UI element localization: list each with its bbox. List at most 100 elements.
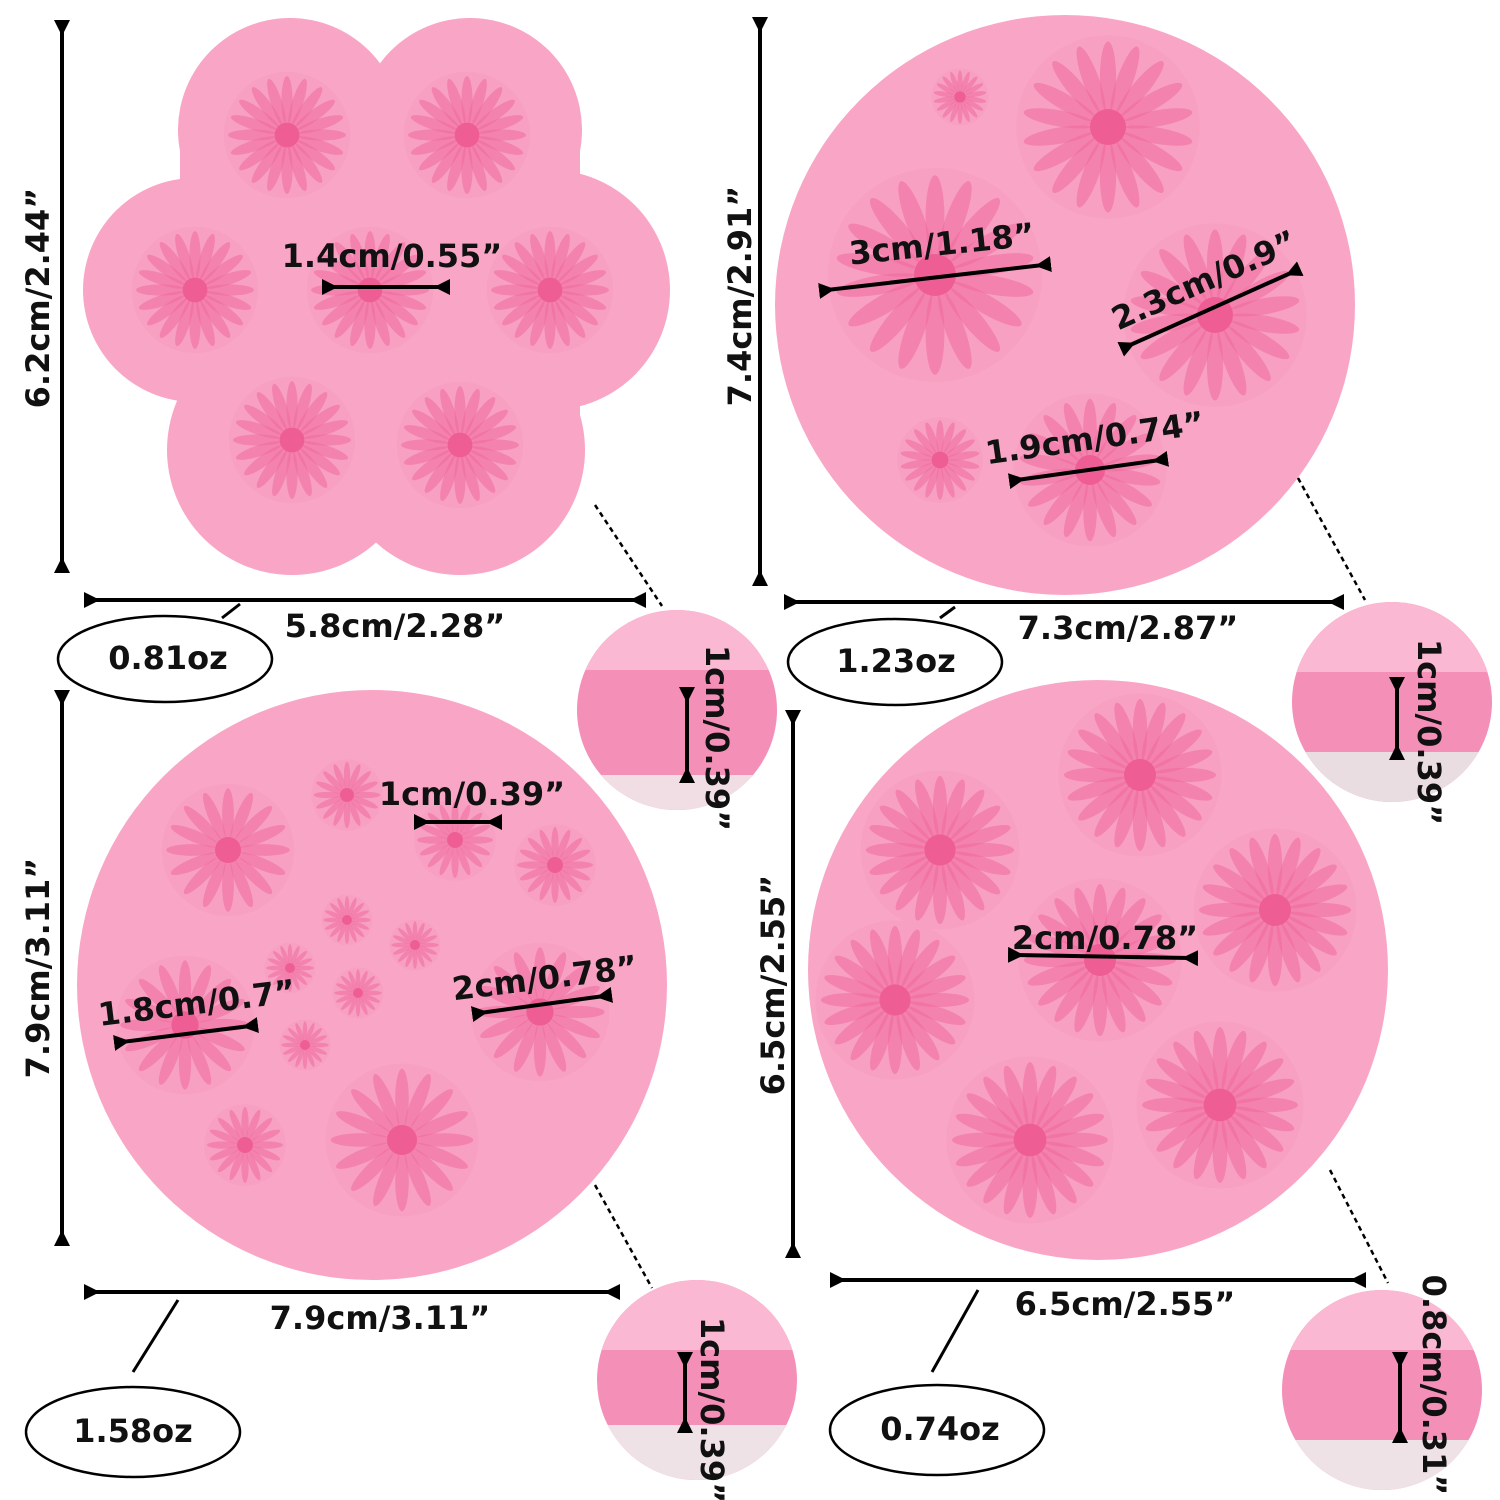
petal <box>1149 781 1202 821</box>
petal <box>915 861 939 921</box>
petal <box>361 983 380 993</box>
flower-cavity <box>827 167 1043 383</box>
petal <box>239 99 280 131</box>
petal <box>248 1148 273 1173</box>
petal <box>1054 969 1094 1022</box>
petal <box>287 971 293 992</box>
flower-center <box>274 122 300 148</box>
petal <box>1031 1065 1057 1129</box>
petal <box>962 76 978 94</box>
petal <box>371 233 390 282</box>
petal <box>336 1142 392 1169</box>
petal <box>1156 1058 1211 1099</box>
petal <box>963 98 984 111</box>
petal <box>288 143 307 192</box>
petal <box>316 781 343 794</box>
petal <box>502 254 543 286</box>
petal <box>418 945 437 955</box>
petal <box>170 852 220 876</box>
petal <box>1156 1111 1211 1152</box>
petal <box>300 420 349 439</box>
petal <box>159 242 191 283</box>
petal <box>330 1133 391 1147</box>
petal <box>159 297 191 338</box>
height-label: 7.4cm/2.91” <box>721 186 759 407</box>
petal <box>229 1150 244 1181</box>
flower-center <box>182 277 208 303</box>
petal <box>217 1117 242 1142</box>
flower-center <box>1090 109 1126 145</box>
petal <box>1099 41 1117 114</box>
petal <box>949 856 1001 895</box>
petal <box>895 789 934 841</box>
petal <box>347 923 357 942</box>
petal <box>1284 864 1337 904</box>
petal <box>293 958 312 968</box>
petal <box>1027 961 1089 986</box>
petal <box>230 858 254 908</box>
petal <box>942 76 958 94</box>
petal <box>230 792 254 842</box>
weight-oval <box>56 614 274 704</box>
petal <box>533 1022 547 1077</box>
petal <box>248 1117 273 1142</box>
petal <box>256 392 288 433</box>
petal <box>360 995 375 1010</box>
petal <box>291 142 323 183</box>
petal <box>336 993 355 1003</box>
petal <box>1146 713 1186 766</box>
flower-cavity <box>204 1104 286 1186</box>
petal <box>336 1111 392 1138</box>
petal <box>351 796 378 809</box>
petal <box>558 837 583 862</box>
flower-center <box>1124 759 1156 791</box>
petal <box>393 945 412 955</box>
petal <box>295 1023 305 1042</box>
petal <box>322 294 363 326</box>
petal <box>1074 887 1099 949</box>
petal <box>418 942 439 948</box>
petal <box>1076 46 1106 115</box>
petal <box>235 441 284 460</box>
petal <box>251 87 283 128</box>
petal <box>403 446 452 465</box>
petal <box>207 1141 239 1149</box>
petal <box>517 861 549 869</box>
flower-center <box>410 940 420 950</box>
petal <box>251 142 283 183</box>
petal <box>1092 480 1117 538</box>
petal <box>514 242 546 283</box>
flower-cavity <box>1193 828 1357 992</box>
petal <box>1221 1116 1247 1180</box>
petal <box>268 958 287 968</box>
petal <box>358 996 368 1015</box>
flower-center <box>342 915 352 925</box>
petal <box>1202 911 1264 936</box>
petal <box>348 971 358 990</box>
flower-cavity <box>321 894 373 946</box>
petal <box>202 254 243 286</box>
flower-center <box>353 988 363 998</box>
petal <box>901 939 940 991</box>
petal <box>281 1042 302 1048</box>
petal <box>1039 1146 1094 1187</box>
height-label: 7.9cm/3.11” <box>19 858 57 1079</box>
petal <box>343 761 351 790</box>
petal <box>1101 971 1126 1033</box>
cavity-label: 1cm/0.39” <box>379 775 565 813</box>
petal <box>937 289 972 369</box>
flower-center <box>300 1040 310 1050</box>
petal <box>194 998 245 1023</box>
petal <box>1281 848 1321 901</box>
weight-oval <box>828 1383 1046 1477</box>
petal <box>209 1129 240 1144</box>
petal <box>493 1018 534 1059</box>
petal <box>1229 1111 1284 1152</box>
petal <box>941 465 955 498</box>
petal <box>933 96 956 103</box>
petal <box>937 181 972 261</box>
petal <box>1052 136 1101 193</box>
width-label: 7.9cm/3.11” <box>270 1299 491 1337</box>
petal <box>1114 702 1139 764</box>
weight-oval <box>786 617 1004 707</box>
